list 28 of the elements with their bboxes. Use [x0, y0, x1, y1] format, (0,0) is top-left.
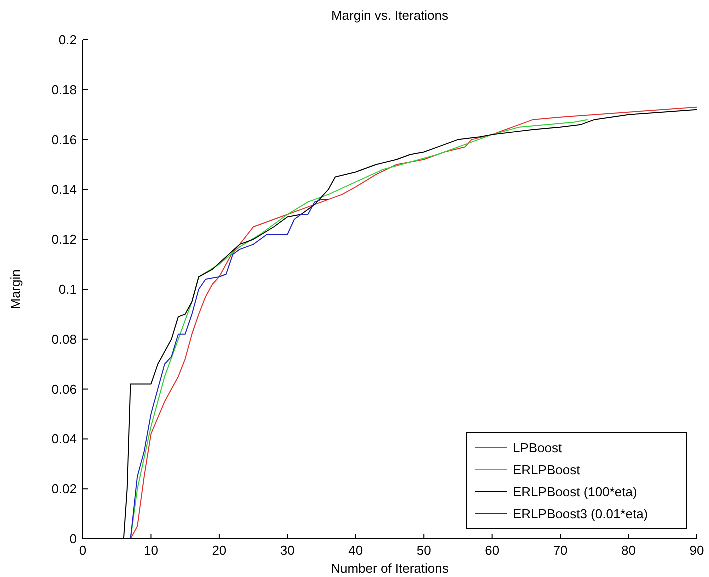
x-tick-label: 40: [348, 543, 364, 558]
x-tick-label: 80: [622, 543, 636, 558]
y-tick-label: 0.08: [52, 332, 77, 347]
x-tick-label: 0: [79, 543, 87, 558]
y-axis-title: Margin: [8, 270, 23, 310]
y-tick-label: 0.2: [58, 32, 77, 48]
x-tick-label: 70: [553, 543, 568, 558]
legend-label: ERLPBoost (100*eta): [513, 484, 638, 500]
x-tick-label: 30: [280, 543, 295, 558]
legend-label: ERLPBoost: [513, 462, 581, 478]
legend-label: ERLPBoost3 (0.01*eta): [513, 506, 648, 522]
y-tick-label: 0.14: [52, 182, 77, 198]
x-tick-label: 90: [690, 543, 704, 558]
chart-title: Margin vs. Iterations: [331, 8, 450, 23]
x-tick-label: 50: [416, 543, 432, 558]
y-tick-label: 0.16: [52, 132, 77, 148]
y-tick-label: 0.04: [52, 432, 77, 447]
legend-label: LPBoost: [513, 440, 563, 456]
x-tick-label: 60: [485, 543, 500, 558]
y-tick-label: 0.02: [52, 482, 77, 497]
y-tick-label: 0.12: [52, 232, 77, 248]
x-axis-title: Number of Iterations: [331, 561, 450, 576]
y-tick-label: 0: [70, 532, 77, 546]
y-tick-label: 0.18: [52, 82, 77, 98]
x-tick-label: 20: [212, 543, 227, 558]
y-tick-label: 0.1: [58, 282, 77, 297]
y-tick-label: 0.06: [52, 382, 77, 397]
x-tick-label: 10: [144, 543, 158, 558]
